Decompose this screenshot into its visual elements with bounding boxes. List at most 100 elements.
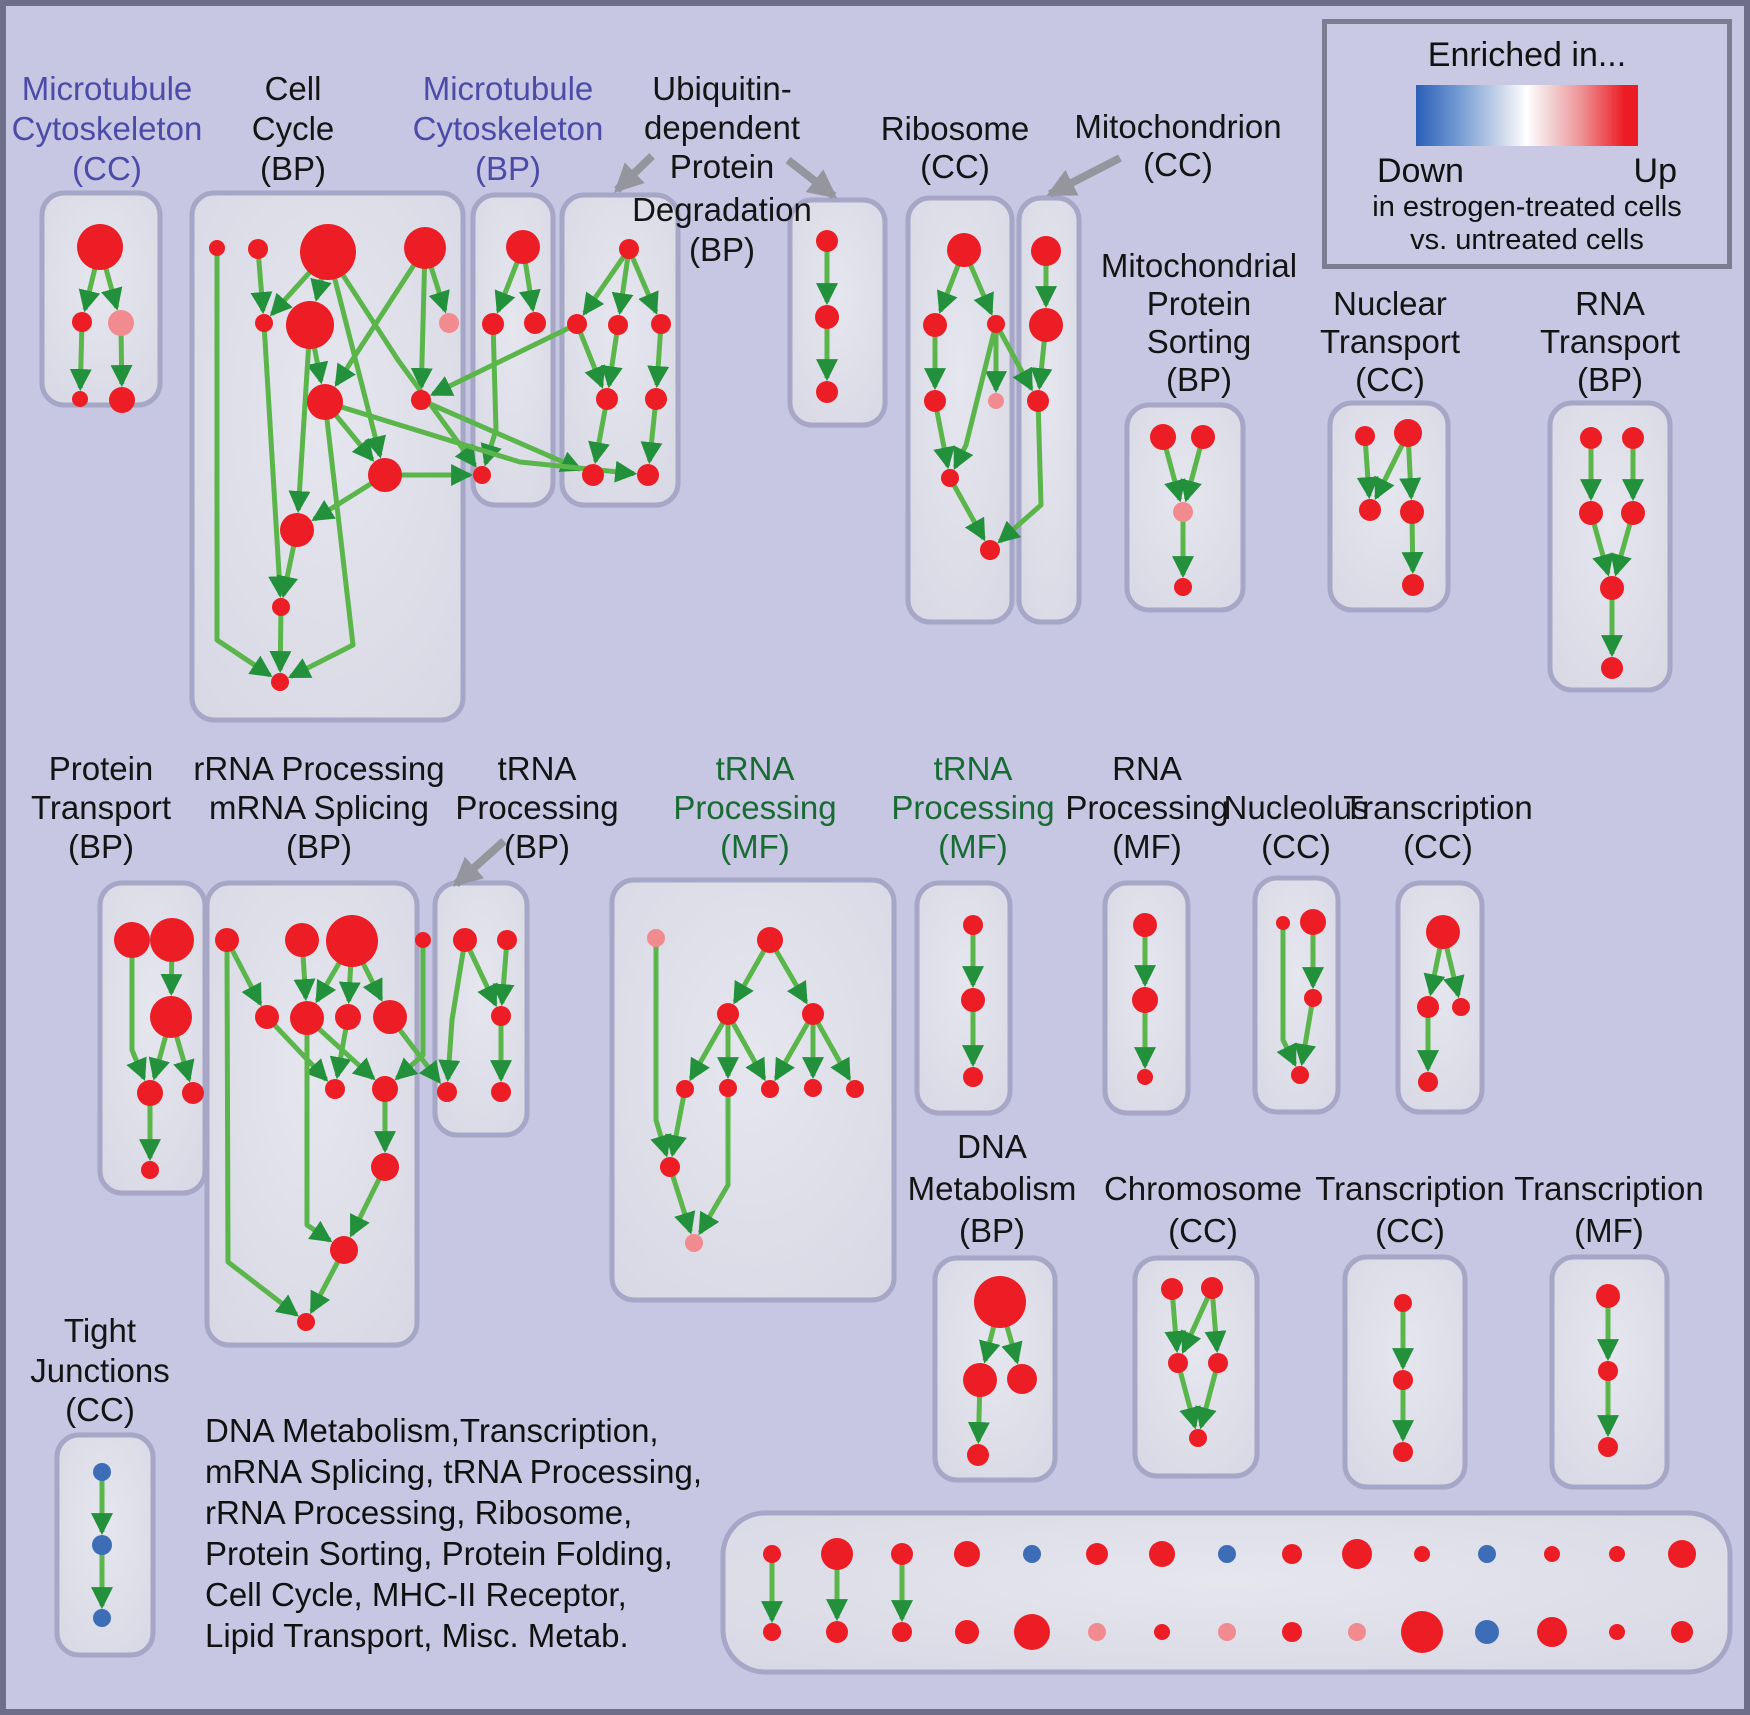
chromosome-label-line-1: (CC) <box>1168 1212 1238 1249</box>
mt-bp-node-3 <box>473 466 491 484</box>
nuclear-transport-node-2 <box>1359 499 1381 521</box>
nucleolus-box <box>1252 875 1341 1115</box>
nuclear-transport-node-3 <box>1400 500 1424 524</box>
edge <box>338 964 361 1005</box>
rrna-node-5 <box>290 1001 324 1035</box>
rna-transport-label-line-1: Transport <box>1540 323 1680 360</box>
edge <box>309 1259 341 1315</box>
edge <box>360 961 384 1002</box>
edge <box>293 954 316 1002</box>
ubiq-label-line-3: Degradation <box>632 191 812 228</box>
nuclear-transport-label-line-0: Nuclear <box>1333 285 1447 322</box>
edge <box>650 945 672 1158</box>
mt-cc-node-1 <box>72 312 92 332</box>
mt-bp-label-line-0: Microtubule <box>423 70 594 107</box>
transcription-mf-node-0 <box>1596 1284 1620 1308</box>
dna-metabolism-label-line-0: DNA <box>957 1128 1027 1165</box>
rna-proc-mf-label-line-1: Processing <box>1065 789 1228 826</box>
unclustered-node-2 <box>891 1543 913 1565</box>
transcription-cc-1-label-line-1: (CC) <box>1403 828 1473 865</box>
mps-node-2 <box>1173 502 1193 522</box>
rna-transport-node-0 <box>1580 427 1602 449</box>
unclustered-node-3 <box>954 1541 980 1567</box>
edge <box>214 254 273 678</box>
cell-cycle-node-3 <box>404 227 446 269</box>
edge <box>1591 521 1614 577</box>
rna-transport-label-line-2: (BP) <box>1577 361 1643 398</box>
mps-label-line-3: (BP) <box>1166 361 1232 398</box>
edge <box>269 269 313 317</box>
unclustered-node-21 <box>1154 1624 1170 1640</box>
ribosome-label-line-1: (CC) <box>920 148 990 185</box>
misc-line-5: Cell Cycle, MHC-II Receptor, <box>205 1576 627 1613</box>
rrna-node-8 <box>325 1079 345 1099</box>
cell-cycle-node-0 <box>209 240 225 256</box>
rna-transport-node-5 <box>1601 657 1623 679</box>
dna-metabolism-node-0 <box>974 1276 1026 1328</box>
edge <box>276 544 299 599</box>
tight-junctions-node-0 <box>93 1463 111 1481</box>
mps-label-line-2: Sorting <box>1147 323 1252 360</box>
unclustered-node-20 <box>1088 1623 1106 1641</box>
dna-metabolism-node-2 <box>1007 1364 1037 1394</box>
edge <box>1164 1297 1187 1354</box>
cell-cycle-node-6 <box>439 313 459 333</box>
trna-bp-node-1 <box>497 930 517 950</box>
transcription-mf-label-line-1: (MF) <box>1574 1212 1644 1249</box>
edge <box>494 260 520 314</box>
rrna-node-4 <box>255 1005 279 1029</box>
rrna-node-10 <box>371 1153 399 1181</box>
mito-node-1 <box>1029 308 1063 342</box>
ribosome-node-6 <box>980 540 1000 560</box>
unclustered-node-6 <box>1149 1541 1175 1567</box>
trna-mf-1-node-2 <box>717 1003 739 1025</box>
edge <box>773 1020 811 1082</box>
trna-mf-2-node-1 <box>961 988 985 1012</box>
trna-bp-label-line-2: (BP) <box>504 828 570 865</box>
trna-bp-label-line-0: tRNA <box>498 750 577 787</box>
rrna-node-3 <box>415 932 431 948</box>
edge <box>640 407 663 465</box>
cell-cycle-node-10 <box>280 513 314 547</box>
trna-mf-1-node-10 <box>685 1234 703 1252</box>
unclustered-node-7 <box>1218 1545 1236 1563</box>
transcription-cc-1-label-line-0: Transcription <box>1343 789 1533 826</box>
edge <box>304 1033 333 1243</box>
trna-mf-1-node-9 <box>660 1157 680 1177</box>
nucleolus-label-line-0: Nucleolus <box>1224 789 1369 826</box>
trna-mf-1-node-6 <box>761 1080 779 1098</box>
label-pointer-arrow-0 <box>614 153 655 193</box>
edge <box>670 1173 696 1235</box>
protein-transport-node-3 <box>137 1080 163 1106</box>
trna-bp-node-3 <box>437 1082 457 1102</box>
unclustered-node-25 <box>1401 1611 1443 1653</box>
legend-down-label: Down <box>1377 152 1464 190</box>
rna-transport-box <box>1547 400 1673 693</box>
unclustered-node-12 <box>1544 1546 1560 1562</box>
trna-mf-1-node-3 <box>802 1003 824 1025</box>
cell-cycle-label-line-2: (BP) <box>260 150 326 187</box>
rna-proc-mf-node-2 <box>1137 1069 1153 1085</box>
edge <box>1294 1004 1316 1067</box>
chromosome-node-4 <box>1189 1429 1207 1447</box>
rna-transport-label-line-0: RNA <box>1575 285 1645 322</box>
tight-junctions-label-line-2: (CC) <box>65 1391 135 1428</box>
trna-bp-node-2 <box>491 1006 511 1026</box>
unclustered-node-28 <box>1609 1624 1625 1640</box>
edge <box>438 949 466 1083</box>
rna-transport-node-2 <box>1579 501 1603 525</box>
cell-cycle-node-2 <box>300 224 356 280</box>
mt-bp-label-line-2: (BP) <box>475 150 541 187</box>
edge <box>688 1020 726 1082</box>
rrna-node-1 <box>285 923 319 957</box>
ubiq2-node-2 <box>816 381 838 403</box>
cell-cycle-node-7 <box>307 384 343 420</box>
edge <box>732 948 767 1005</box>
dna-metabolism-node-3 <box>967 1444 989 1466</box>
cell-cycle-node-12 <box>271 673 289 691</box>
mt-bp-node-2 <box>524 312 546 334</box>
trna-mf-1-node-5 <box>719 1079 737 1097</box>
transcription-cc-1-node-2 <box>1452 998 1470 1016</box>
